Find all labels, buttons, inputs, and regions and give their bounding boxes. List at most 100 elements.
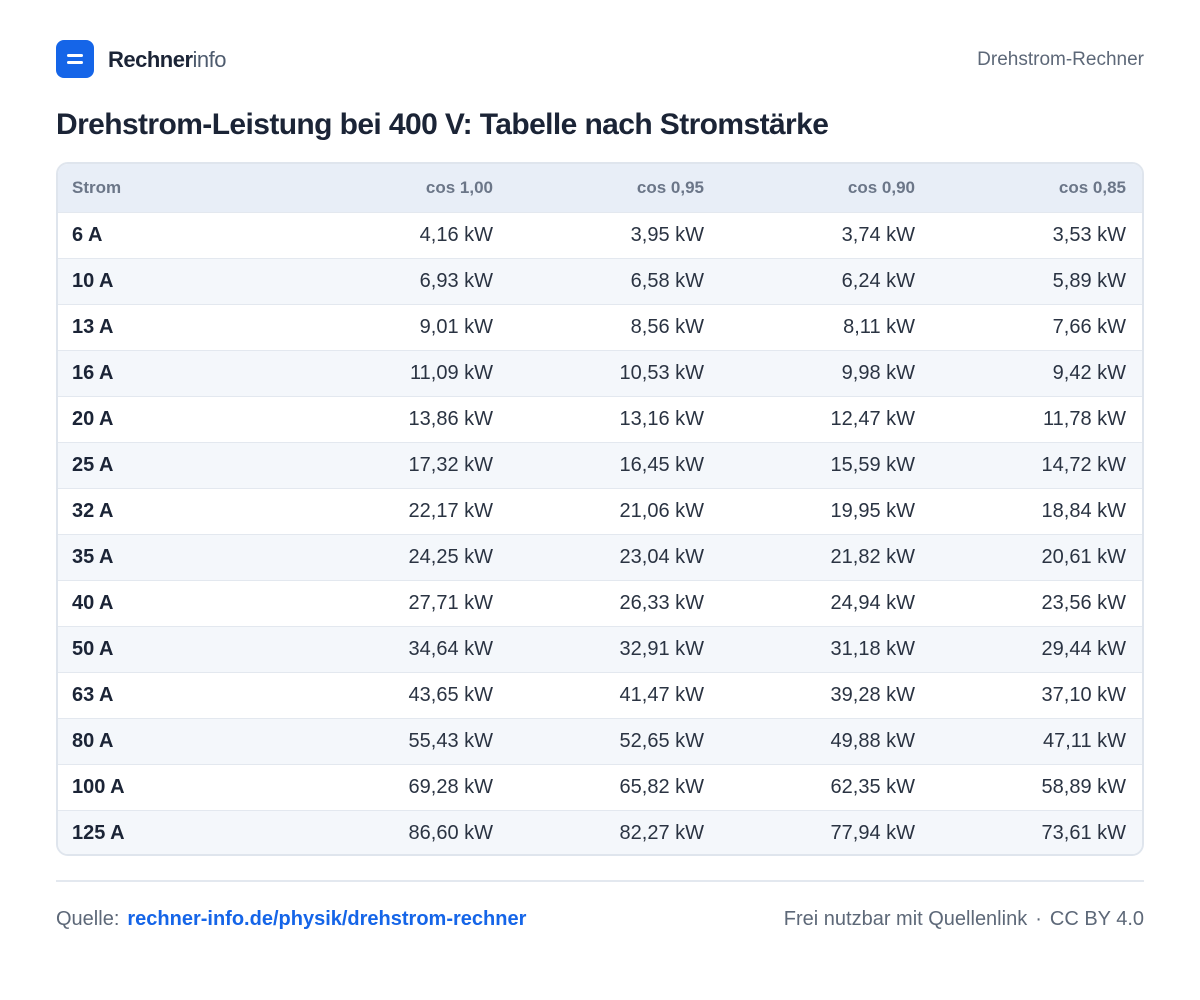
table-row: 40 A 27,71 kW 26,33 kW 24,94 kW 23,56 kW	[58, 580, 1142, 626]
power-cell: 73,61 kW	[1041, 821, 1126, 844]
power-cell: 21,06 kW	[619, 499, 704, 522]
current-cell: 125 A	[72, 821, 125, 844]
current-cell: 32 A	[72, 499, 114, 522]
page-title: Drehstrom-Leistung bei 400 V: Tabelle na…	[56, 108, 829, 141]
current-cell: 80 A	[72, 729, 114, 752]
power-table: Strom cos 1,00 cos 0,95 cos 0,90 cos 0,85 6 …	[58, 164, 1142, 854]
power-cell: 13,86 kW	[408, 407, 493, 430]
power-cell: 24,25 kW	[408, 545, 493, 568]
current-cell: 25 A	[72, 453, 114, 476]
power-cell: 29,44 kW	[1041, 637, 1126, 660]
footer: Quelle: rechner-info.de/physik/drehstrom-…	[56, 906, 1144, 934]
column-header-strom: Strom	[72, 177, 122, 197]
power-cell: 7,66 kW	[1052, 315, 1126, 338]
power-cell: 15,59 kW	[830, 453, 915, 476]
power-cell: 10,53 kW	[619, 361, 704, 384]
current-cell: 50 A	[72, 637, 114, 660]
power-cell: 3,95 kW	[630, 223, 704, 246]
power-cell: 62,35 kW	[830, 775, 915, 798]
power-cell: 23,04 kW	[619, 545, 704, 568]
power-cell: 9,98 kW	[841, 361, 915, 384]
power-cell: 20,61 kW	[1041, 545, 1126, 568]
power-cell: 41,47 kW	[619, 683, 704, 706]
power-cell: 52,65 kW	[619, 729, 704, 752]
license-name: CC BY 4.0	[1049, 908, 1144, 930]
current-cell: 63 A	[72, 683, 114, 706]
power-cell: 8,56 kW	[630, 315, 704, 338]
table-row: 63 A 43,65 kW 41,47 kW 39,28 kW 37,10 kW	[58, 672, 1142, 718]
power-cell: 6,93 kW	[419, 269, 493, 292]
power-cell: 34,64 kW	[408, 637, 493, 660]
table-body: 6 A 4,16 kW 3,95 kW 3,74 kW 3,53 kW 10 A 6,93 …	[58, 212, 1142, 854]
power-cell: 55,43 kW	[408, 729, 493, 752]
power-cell: 22,17 kW	[408, 499, 493, 522]
power-cell: 6,58 kW	[630, 269, 704, 292]
power-cell: 9,42 kW	[1052, 361, 1126, 384]
power-cell: 21,82 kW	[830, 545, 915, 568]
power-cell: 3,74 kW	[841, 223, 915, 246]
source-link[interactable]: rechner-info.de/physik/drehstrom-rechner	[127, 908, 527, 930]
current-cell: 100 A	[72, 775, 125, 798]
table-row: 80 A 55,43 kW 52,65 kW 49,88 kW 47,11 kW	[58, 718, 1142, 764]
brand-name-light: info	[192, 47, 227, 72]
brand-name-bold: Rechner	[108, 47, 193, 72]
column-header-cos: cos 0,85	[1058, 177, 1126, 197]
column-header-cos: cos 1,00	[425, 177, 493, 197]
power-cell: 82,27 kW	[619, 821, 704, 844]
power-cell: 31,18 kW	[830, 637, 915, 660]
source-info: Quelle: rechner-info.de/physik/drehstrom-…	[56, 906, 526, 932]
current-cell: 10 A	[72, 269, 114, 292]
power-cell: 11,78 kW	[1043, 407, 1126, 430]
power-cell: 17,32 kW	[408, 453, 493, 476]
power-cell: 27,71 kW	[408, 591, 493, 614]
license-info: Frei nutzbar mit Quellenlink · CC BY 4.0	[784, 906, 1144, 932]
power-cell: 24,94 kW	[830, 591, 915, 614]
logo-icon[interactable]	[56, 40, 94, 78]
power-cell: 3,53 kW	[1052, 223, 1126, 246]
table-row: 100 A 69,28 kW 65,82 kW 62,35 kW 58,89 kW	[58, 764, 1142, 810]
header-page-name: Drehstrom-Rechner	[977, 49, 1144, 70]
table-row: 25 A 17,32 kW 16,45 kW 15,59 kW 14,72 kW	[58, 442, 1142, 488]
power-cell: 39,28 kW	[830, 683, 915, 706]
current-cell: 16 A	[72, 361, 114, 384]
power-cell: 49,88 kW	[830, 729, 915, 752]
power-cell: 9,01 kW	[419, 315, 493, 338]
power-cell: 16,45 kW	[619, 453, 704, 476]
table-row: 16 A 11,09 kW 10,53 kW 9,98 kW 9,42 kW	[58, 350, 1142, 396]
power-cell: 69,28 kW	[408, 775, 493, 798]
power-cell: 11,09 kW	[410, 361, 493, 384]
table-row: 50 A 34,64 kW 32,91 kW 31,18 kW 29,44 kW	[58, 626, 1142, 672]
power-cell: 5,89 kW	[1052, 269, 1126, 292]
power-cell: 47,11 kW	[1043, 729, 1126, 752]
power-cell: 12,47 kW	[830, 407, 915, 430]
table-row: 125 A 86,60 kW 82,27 kW 77,94 kW 73,61 kW	[58, 810, 1142, 854]
power-cell: 8,11 kW	[843, 315, 915, 338]
current-cell: 6 A	[72, 223, 103, 246]
power-cell: 14,72 kW	[1041, 453, 1126, 476]
current-cell: 20 A	[72, 407, 114, 430]
power-cell: 32,91 kW	[619, 637, 704, 660]
column-header-cos: cos 0,90	[847, 177, 915, 197]
power-cell: 86,60 kW	[408, 821, 493, 844]
brand-name[interactable]: Rechnerinfo	[108, 47, 227, 72]
site-header: Rechnerinfo Drehstrom-Rechner	[56, 40, 1144, 78]
license-separator: ·	[1035, 908, 1042, 930]
power-cell: 19,95 kW	[830, 499, 915, 522]
power-cell: 65,82 kW	[619, 775, 704, 798]
table-row: 35 A 24,25 kW 23,04 kW 21,82 kW 20,61 kW	[58, 534, 1142, 580]
current-cell: 35 A	[72, 545, 114, 568]
column-header-cos: cos 0,95	[636, 177, 704, 197]
power-cell: 43,65 kW	[408, 683, 493, 706]
footer-divider	[56, 880, 1144, 882]
table-row: 32 A 22,17 kW 21,06 kW 19,95 kW 18,84 kW	[58, 488, 1142, 534]
source-label: Quelle:	[56, 908, 120, 930]
power-cell: 77,94 kW	[830, 821, 915, 844]
power-cell: 18,84 kW	[1041, 499, 1126, 522]
table-row: 6 A 4,16 kW 3,95 kW 3,74 kW 3,53 kW	[58, 212, 1142, 258]
license-text: Frei nutzbar mit Quellenlink	[783, 908, 1028, 930]
power-cell: 58,89 kW	[1041, 775, 1126, 798]
power-cell: 4,16 kW	[419, 223, 493, 246]
current-cell: 40 A	[72, 591, 114, 614]
table-row: 13 A 9,01 kW 8,56 kW 8,11 kW 7,66 kW	[58, 304, 1142, 350]
power-cell: 26,33 kW	[619, 591, 704, 614]
